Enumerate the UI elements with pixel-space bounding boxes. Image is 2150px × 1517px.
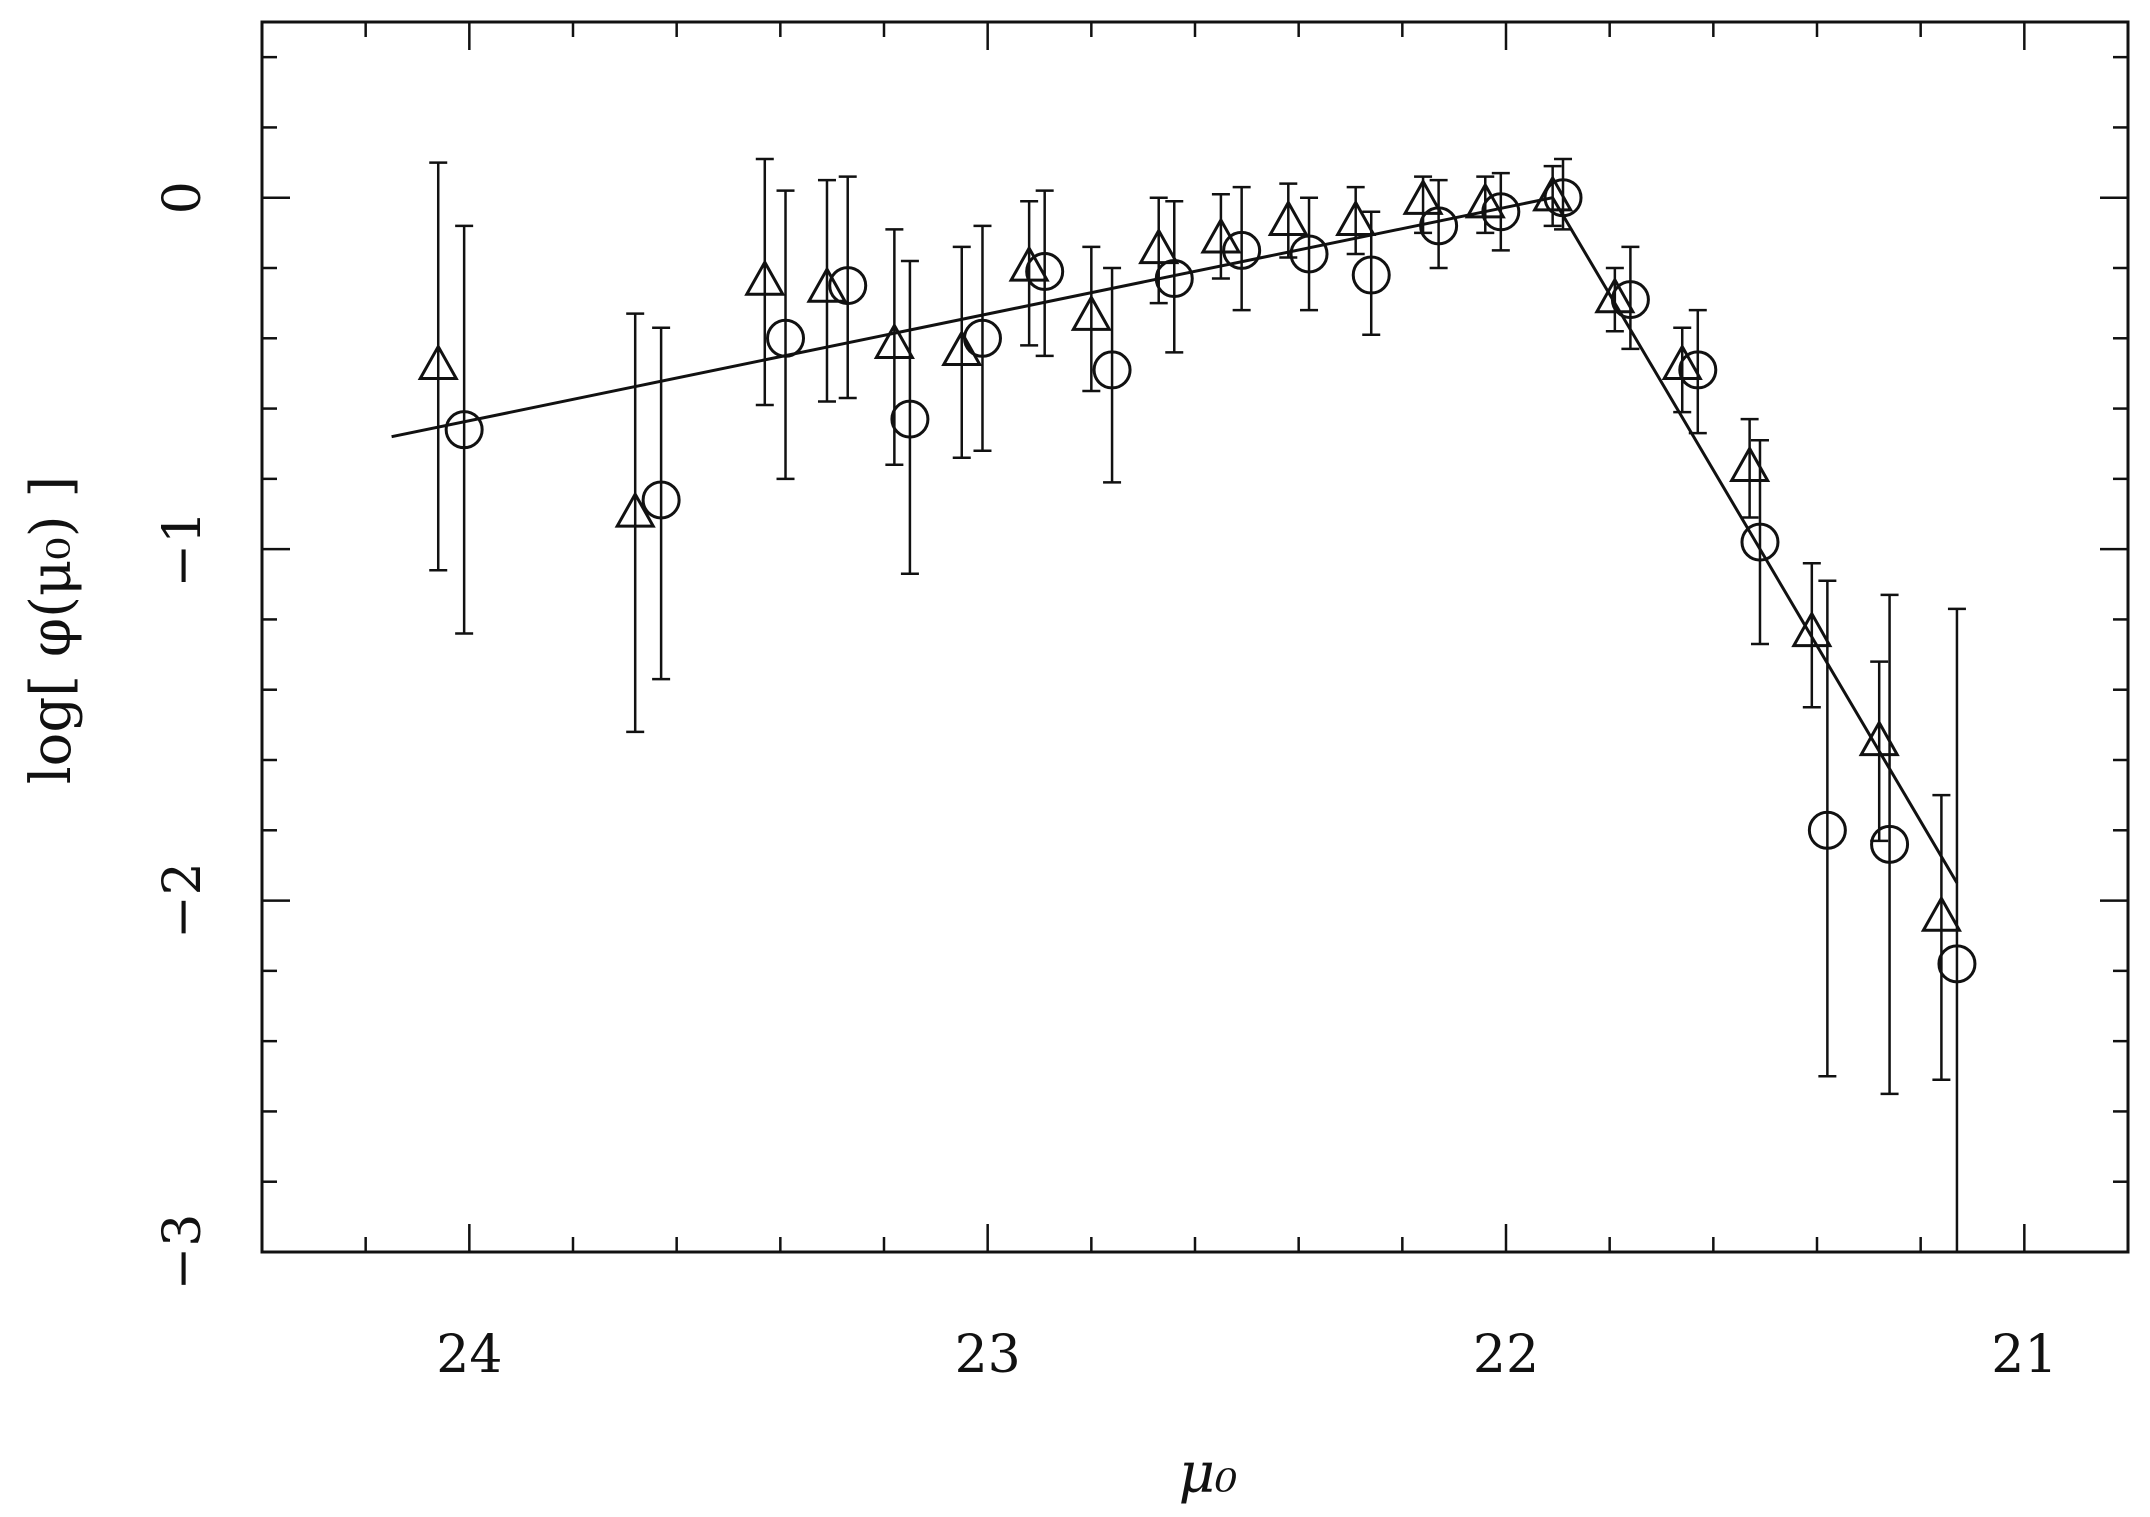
error-bar	[1750, 438, 1769, 646]
y-axis-label: log[ φ(μ₀) ]	[19, 476, 84, 785]
triangle-marker	[1594, 276, 1636, 314]
triangle-marker	[941, 329, 983, 367]
y-tick-label: −2	[153, 862, 213, 939]
circle-marker	[1419, 206, 1459, 246]
circle-marker	[1154, 259, 1194, 299]
error-bar	[1082, 245, 1101, 393]
triangle-marker	[1729, 445, 1771, 482]
x-tick-label: 24	[436, 1325, 502, 1385]
triangle-marker	[1267, 199, 1309, 236]
circle-marker	[1025, 252, 1065, 292]
circle-marker	[1222, 230, 1262, 270]
triangle-marker	[1335, 199, 1377, 236]
y-tick-label: 0	[153, 181, 213, 214]
circle-marker	[1610, 280, 1650, 320]
triangle-marker	[614, 491, 656, 528]
error-bar	[900, 259, 919, 575]
triangle-marker	[1920, 895, 1962, 932]
error-bar	[1300, 196, 1319, 312]
circle-marker	[1807, 810, 1847, 850]
error-bar	[838, 175, 857, 400]
triangle-marker	[806, 266, 848, 303]
error-bar	[1346, 185, 1365, 256]
error-bar	[1211, 192, 1230, 280]
markers-group	[417, 174, 1977, 984]
error-bar	[1279, 182, 1298, 259]
circle-marker	[1481, 192, 1521, 232]
circle-marker	[828, 266, 868, 306]
circle-marker	[1870, 824, 1910, 864]
triangle-marker	[1858, 719, 1900, 757]
y-axis-ticks	[262, 55, 2128, 1254]
error-bar	[1673, 326, 1692, 414]
y-tick-label: −3	[153, 1214, 213, 1291]
triangle-marker	[873, 322, 915, 359]
triangle-marker	[1402, 178, 1444, 215]
circle-marker	[962, 318, 1002, 358]
error-bar	[755, 157, 774, 407]
error-bar	[1621, 245, 1640, 351]
circle-marker	[1937, 944, 1977, 984]
triangle-marker	[1532, 174, 1574, 212]
error-bar	[1165, 199, 1184, 354]
error-bar	[1429, 178, 1448, 270]
error-bar	[1932, 793, 1951, 1082]
circle-marker	[1678, 350, 1718, 390]
error-bar	[429, 161, 448, 572]
circle-marker	[1740, 522, 1780, 562]
triangle-marker	[744, 259, 786, 296]
circle-marker	[444, 410, 484, 450]
error-bar	[1103, 266, 1122, 484]
x-axis-label: μ₀	[1179, 1441, 1238, 1506]
error-bar	[817, 178, 836, 403]
error-bar	[1232, 185, 1251, 312]
circle-marker	[1092, 350, 1132, 390]
circle-marker	[1289, 234, 1329, 274]
x-axis-ticks	[260, 22, 2130, 1252]
error-bar	[626, 312, 645, 734]
circle-marker	[641, 480, 681, 520]
circle-marker	[1351, 255, 1391, 295]
y-tick-label: −1	[153, 511, 213, 588]
circle-marker	[1543, 178, 1583, 218]
x-tick-label: 23	[955, 1325, 1021, 1385]
circle-marker	[766, 318, 806, 358]
error-bar	[1880, 593, 1899, 1096]
circle-marker	[890, 399, 930, 439]
x-tick-labels: 24 23 22 21	[436, 1325, 2057, 1385]
triangle-marker	[1791, 610, 1833, 648]
error-bar	[952, 245, 971, 460]
error-bar	[1740, 417, 1759, 519]
error-bar	[1020, 199, 1039, 347]
error-bar	[1818, 579, 1837, 1078]
x-tick-label: 21	[1991, 1325, 2057, 1385]
error-bar	[776, 189, 795, 481]
triangle-marker	[1138, 227, 1180, 265]
error-bar	[455, 224, 474, 635]
error-bar	[652, 326, 671, 681]
triangle-marker	[1464, 181, 1506, 219]
error-bar	[973, 224, 992, 452]
triangle-marker	[417, 343, 459, 381]
y-tick-labels: 0 −1 −2 −3	[153, 181, 213, 1290]
error-bar	[1802, 561, 1821, 709]
x-tick-label: 22	[1473, 1325, 1539, 1385]
triangle-marker	[1070, 294, 1112, 331]
